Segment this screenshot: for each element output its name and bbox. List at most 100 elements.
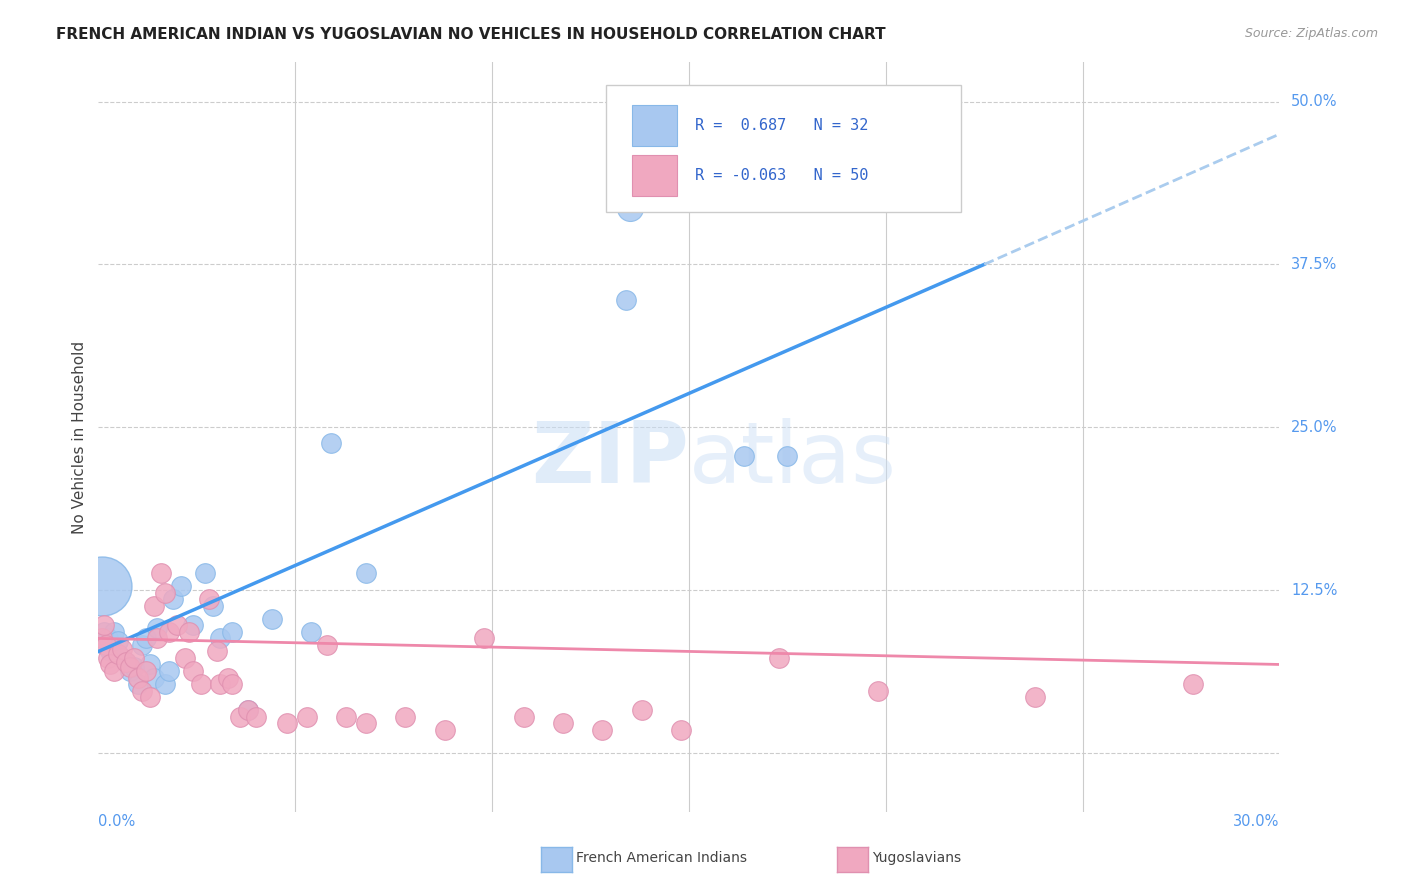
- Point: [591, 723, 613, 737]
- Point: [98, 657, 121, 672]
- Point: [221, 624, 243, 639]
- Point: [122, 660, 145, 674]
- Point: [155, 586, 177, 600]
- Text: 25.0%: 25.0%: [1291, 420, 1337, 434]
- Point: [260, 612, 283, 626]
- Point: [166, 618, 188, 632]
- FancyBboxPatch shape: [633, 154, 678, 196]
- Point: [162, 592, 184, 607]
- Point: [245, 709, 267, 723]
- Text: R = -0.063   N = 50: R = -0.063 N = 50: [695, 168, 869, 183]
- Point: [107, 634, 129, 648]
- Text: 30.0%: 30.0%: [1233, 814, 1279, 830]
- Point: [630, 703, 652, 717]
- Point: [150, 566, 173, 581]
- Point: [551, 716, 574, 731]
- Point: [614, 293, 637, 307]
- Point: [146, 621, 169, 635]
- Point: [299, 624, 322, 639]
- Point: [157, 664, 180, 678]
- Point: [93, 624, 115, 639]
- Point: [170, 579, 193, 593]
- Point: [103, 664, 125, 678]
- Point: [768, 651, 790, 665]
- Point: [276, 716, 298, 731]
- Point: [315, 638, 337, 652]
- Point: [103, 624, 125, 639]
- Text: Yugoslavians: Yugoslavians: [872, 851, 960, 865]
- Point: [146, 632, 169, 646]
- Point: [472, 632, 495, 646]
- Point: [107, 647, 129, 661]
- Point: [209, 632, 232, 646]
- Point: [209, 677, 232, 691]
- Point: [354, 716, 377, 731]
- Point: [138, 690, 160, 704]
- Text: 37.5%: 37.5%: [1291, 257, 1337, 272]
- Point: [135, 664, 157, 678]
- Point: [115, 655, 138, 669]
- Point: [181, 664, 204, 678]
- Text: Source: ZipAtlas.com: Source: ZipAtlas.com: [1244, 27, 1378, 40]
- Text: French American Indians: French American Indians: [576, 851, 748, 865]
- Point: [335, 709, 357, 723]
- Point: [194, 566, 217, 581]
- Point: [142, 599, 165, 613]
- FancyBboxPatch shape: [606, 85, 960, 212]
- Point: [236, 703, 259, 717]
- Point: [733, 449, 755, 463]
- Point: [1024, 690, 1046, 704]
- Point: [122, 651, 145, 665]
- Point: [319, 436, 342, 450]
- Point: [127, 677, 149, 691]
- Point: [118, 660, 141, 674]
- Point: [91, 579, 114, 593]
- Point: [669, 723, 692, 737]
- Point: [221, 677, 243, 691]
- Point: [190, 677, 212, 691]
- Point: [236, 703, 259, 717]
- Text: ZIP: ZIP: [531, 418, 689, 501]
- Text: atlas: atlas: [689, 418, 897, 501]
- Point: [394, 709, 416, 723]
- Point: [177, 624, 200, 639]
- Point: [135, 632, 157, 646]
- Point: [181, 618, 204, 632]
- Point: [512, 709, 534, 723]
- Text: FRENCH AMERICAN INDIAN VS YUGOSLAVIAN NO VEHICLES IN HOUSEHOLD CORRELATION CHART: FRENCH AMERICAN INDIAN VS YUGOSLAVIAN NO…: [56, 27, 886, 42]
- Point: [197, 592, 219, 607]
- Point: [97, 651, 120, 665]
- Point: [118, 664, 141, 678]
- Point: [97, 632, 120, 646]
- Point: [866, 683, 889, 698]
- Point: [96, 639, 118, 653]
- Point: [115, 655, 138, 669]
- Text: 0.0%: 0.0%: [98, 814, 135, 830]
- Point: [229, 709, 252, 723]
- Y-axis label: No Vehicles in Household: No Vehicles in Household: [72, 341, 87, 533]
- FancyBboxPatch shape: [633, 105, 678, 146]
- Point: [131, 638, 153, 652]
- Text: 12.5%: 12.5%: [1291, 582, 1337, 598]
- Point: [217, 671, 239, 685]
- Point: [111, 651, 134, 665]
- Point: [131, 683, 153, 698]
- Point: [205, 644, 228, 658]
- Point: [91, 632, 114, 646]
- Point: [1181, 677, 1204, 691]
- Point: [354, 566, 377, 581]
- Point: [98, 644, 121, 658]
- Point: [174, 651, 197, 665]
- Point: [776, 449, 799, 463]
- Point: [111, 641, 134, 656]
- Point: [201, 599, 224, 613]
- Point: [295, 709, 318, 723]
- Point: [157, 624, 180, 639]
- Point: [433, 723, 456, 737]
- Text: R =  0.687   N = 32: R = 0.687 N = 32: [695, 119, 869, 133]
- Point: [127, 671, 149, 685]
- Point: [96, 638, 118, 652]
- Point: [619, 202, 641, 216]
- Point: [93, 618, 115, 632]
- Point: [155, 677, 177, 691]
